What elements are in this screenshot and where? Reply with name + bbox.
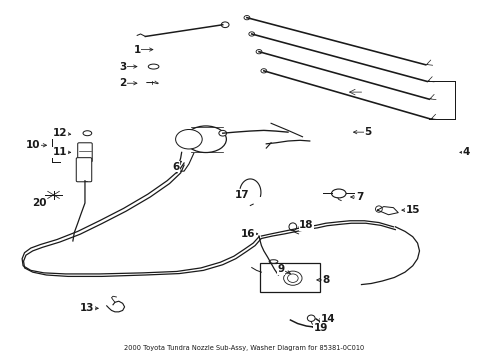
Circle shape — [244, 15, 249, 20]
Ellipse shape — [375, 206, 382, 212]
Text: 3: 3 — [119, 62, 126, 72]
Circle shape — [219, 130, 226, 136]
Ellipse shape — [287, 274, 298, 283]
Text: 4: 4 — [461, 147, 468, 157]
Ellipse shape — [268, 260, 277, 263]
Text: 16: 16 — [241, 229, 255, 239]
Ellipse shape — [331, 189, 346, 198]
Text: 13: 13 — [80, 303, 95, 313]
Text: 11: 11 — [53, 147, 67, 157]
Text: 2000 Toyota Tundra Nozzle Sub-Assy, Washer Diagram for 85381-0C010: 2000 Toyota Tundra Nozzle Sub-Assy, Wash… — [124, 345, 364, 351]
Text: 20: 20 — [32, 198, 46, 208]
Ellipse shape — [148, 64, 159, 69]
Ellipse shape — [83, 131, 92, 136]
Circle shape — [248, 32, 254, 36]
FancyBboxPatch shape — [78, 143, 92, 162]
Text: 6: 6 — [172, 162, 179, 171]
Ellipse shape — [288, 223, 296, 231]
Circle shape — [221, 22, 228, 28]
Text: 2: 2 — [119, 78, 126, 88]
Ellipse shape — [307, 315, 314, 321]
Text: 17: 17 — [234, 190, 249, 200]
Text: 19: 19 — [313, 323, 327, 333]
Text: 5: 5 — [364, 127, 371, 137]
Ellipse shape — [175, 130, 202, 149]
Text: 8: 8 — [322, 275, 329, 285]
FancyBboxPatch shape — [76, 158, 92, 182]
Text: 9: 9 — [277, 264, 284, 274]
Text: 1: 1 — [133, 45, 141, 55]
Text: 7: 7 — [355, 192, 363, 202]
Circle shape — [256, 50, 262, 54]
Text: 18: 18 — [299, 220, 313, 230]
Ellipse shape — [283, 271, 302, 285]
FancyBboxPatch shape — [260, 262, 320, 292]
Text: 12: 12 — [53, 128, 67, 138]
Text: 14: 14 — [320, 314, 334, 324]
Text: 10: 10 — [25, 140, 40, 150]
Circle shape — [261, 69, 266, 73]
Ellipse shape — [185, 126, 226, 153]
Text: 15: 15 — [405, 205, 419, 215]
